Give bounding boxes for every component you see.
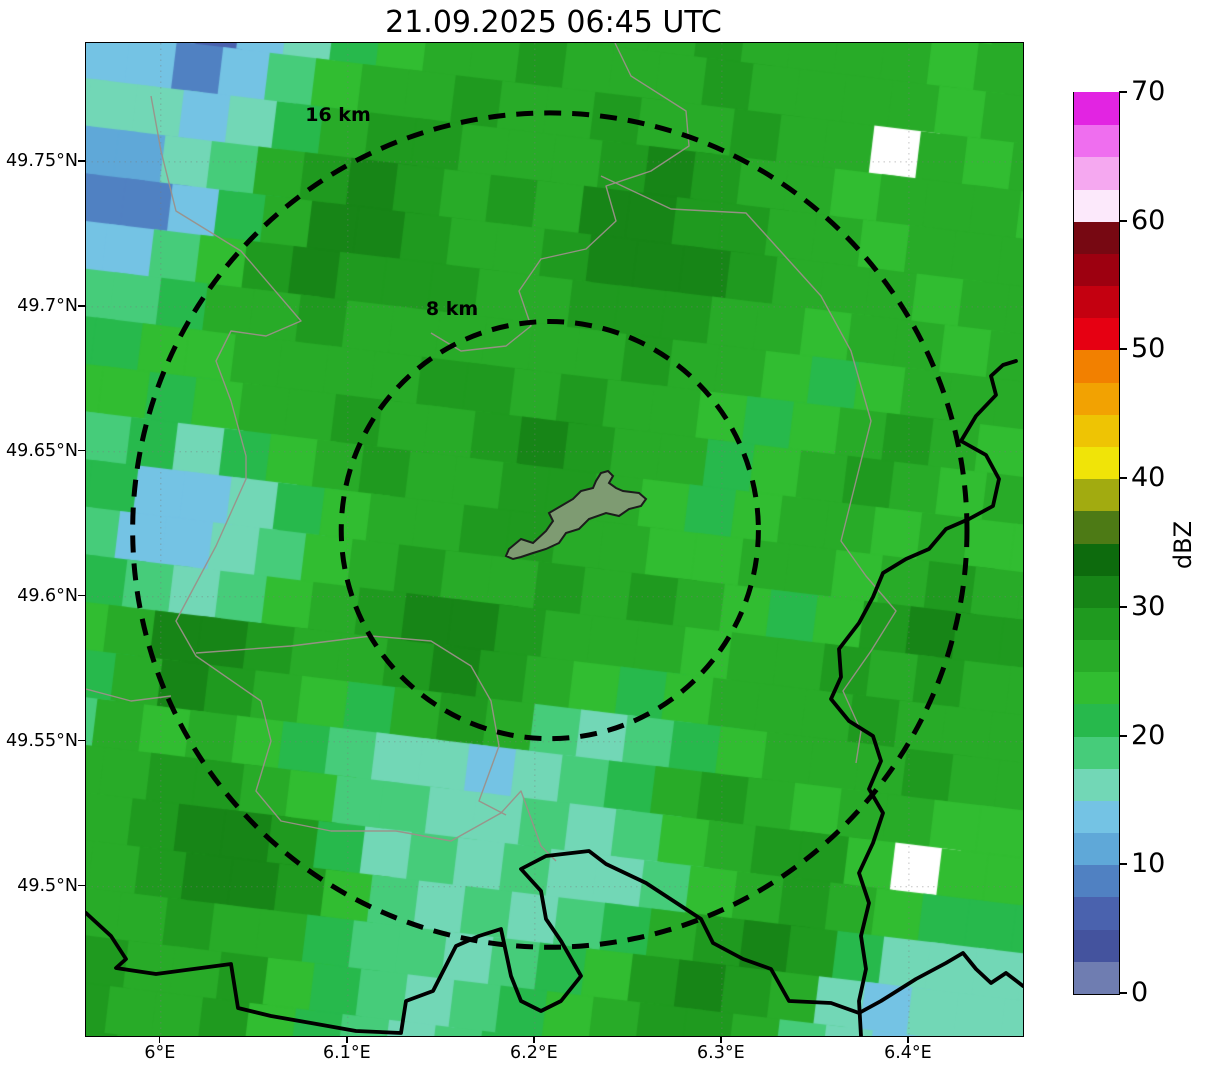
river-line bbox=[150, 95, 557, 862]
colorbar-tick-mark bbox=[1119, 477, 1127, 480]
colorbar-segment bbox=[1074, 478, 1119, 512]
city-area-polygon bbox=[504, 469, 648, 561]
colorbar-segment bbox=[1074, 961, 1119, 994]
river-line bbox=[195, 635, 507, 816]
colorbar-segment bbox=[1074, 768, 1119, 801]
colorbar-tick-mark bbox=[1119, 91, 1127, 93]
map-overlay-svg: 16 km 8 km bbox=[86, 43, 1023, 1036]
colorbar-segment bbox=[1074, 221, 1119, 254]
page-title: 21.09.2025 06:45 UTC bbox=[385, 5, 722, 40]
colorbar-segment bbox=[1074, 317, 1119, 351]
range-ring-label: 16 km bbox=[305, 104, 371, 126]
colorbar-tick-mark bbox=[1119, 992, 1127, 994]
x-tick-mark bbox=[532, 1036, 535, 1043]
colorbar-segment bbox=[1074, 446, 1119, 480]
x-tick-label: 6.2°E bbox=[510, 1043, 558, 1063]
colorbar-tick-mark bbox=[1119, 605, 1127, 608]
y-tick-mark bbox=[78, 304, 85, 307]
colorbar-segment bbox=[1074, 253, 1119, 287]
colorbar-segment bbox=[1074, 156, 1119, 190]
colorbar-tick-label: 50 bbox=[1131, 333, 1166, 365]
country-border bbox=[86, 849, 1023, 1035]
x-tick-mark bbox=[906, 1036, 909, 1043]
colorbar-tick-label: 20 bbox=[1131, 719, 1166, 751]
colorbar-tick-label: 60 bbox=[1131, 204, 1166, 236]
colorbar-segment bbox=[1074, 607, 1119, 641]
colorbar-tick-label: 10 bbox=[1131, 848, 1166, 880]
country-border bbox=[829, 359, 1018, 1036]
colorbar-tick-mark bbox=[1119, 219, 1127, 222]
x-tick-mark bbox=[158, 1036, 161, 1043]
x-tick-label: 6.3°E bbox=[697, 1043, 745, 1063]
colorbar-tick-mark bbox=[1119, 734, 1127, 737]
y-tick-mark bbox=[78, 884, 85, 887]
river-line bbox=[430, 43, 690, 352]
colorbar-segment bbox=[1074, 864, 1119, 898]
colorbar-segment bbox=[1074, 510, 1119, 544]
x-tick-label: 6.1°E bbox=[323, 1043, 371, 1063]
y-tick-label: 49.7°N bbox=[17, 295, 78, 316]
plot-area: 16 km 8 km bbox=[85, 42, 1024, 1037]
colorbar-segment bbox=[1074, 92, 1119, 126]
colorbar-segment bbox=[1074, 542, 1119, 576]
y-tick-mark bbox=[78, 739, 85, 742]
y-tick-label: 49.55°N bbox=[6, 730, 78, 751]
colorbar-segment bbox=[1074, 188, 1119, 222]
colorbar-tick-label: 30 bbox=[1131, 590, 1166, 622]
colorbar-tick-label: 0 bbox=[1131, 977, 1149, 1008]
colorbar-tick-mark bbox=[1119, 863, 1127, 866]
y-tick-mark bbox=[78, 594, 85, 597]
y-tick-label: 49.6°N bbox=[17, 585, 78, 606]
x-tick-label: 6°E bbox=[144, 1043, 176, 1063]
colorbar-segment bbox=[1074, 382, 1119, 415]
colorbar-segment bbox=[1074, 896, 1119, 930]
x-tick-label: 6.4°E bbox=[884, 1043, 932, 1063]
y-tick-label: 49.75°N bbox=[6, 150, 78, 171]
colorbar-tick-label: 70 bbox=[1131, 76, 1166, 107]
range-ring-8km bbox=[338, 318, 761, 742]
colorbar-segment bbox=[1074, 285, 1119, 319]
colorbar-segment bbox=[1074, 929, 1119, 962]
colorbar-segment bbox=[1074, 414, 1119, 447]
colorbar-segment bbox=[1074, 349, 1119, 383]
y-tick-label: 49.5°N bbox=[17, 875, 78, 896]
x-tick-mark bbox=[719, 1036, 722, 1043]
y-tick-mark bbox=[78, 449, 85, 452]
colorbar-tick-mark bbox=[1119, 348, 1127, 351]
y-tick-mark bbox=[78, 159, 85, 162]
colorbar-segment bbox=[1074, 671, 1119, 705]
x-tick-mark bbox=[345, 1036, 348, 1043]
colorbar-tick-label: 40 bbox=[1131, 462, 1166, 494]
colorbar bbox=[1073, 92, 1120, 995]
colorbar-segment bbox=[1074, 703, 1119, 737]
colorbar-segment bbox=[1074, 575, 1119, 608]
colorbar-segment bbox=[1074, 735, 1119, 769]
river-line bbox=[86, 688, 172, 702]
colorbar-segment bbox=[1074, 639, 1119, 673]
colorbar-segment bbox=[1074, 800, 1119, 834]
range-ring-label: 8 km bbox=[426, 298, 478, 320]
colorbar-segment bbox=[1074, 832, 1119, 866]
range-ring-16km bbox=[130, 110, 970, 950]
colorbar-unit-label: dBZ bbox=[1169, 520, 1197, 570]
colorbar-segment bbox=[1074, 124, 1119, 158]
y-tick-label: 49.65°N bbox=[6, 440, 78, 461]
river-line bbox=[600, 175, 897, 764]
